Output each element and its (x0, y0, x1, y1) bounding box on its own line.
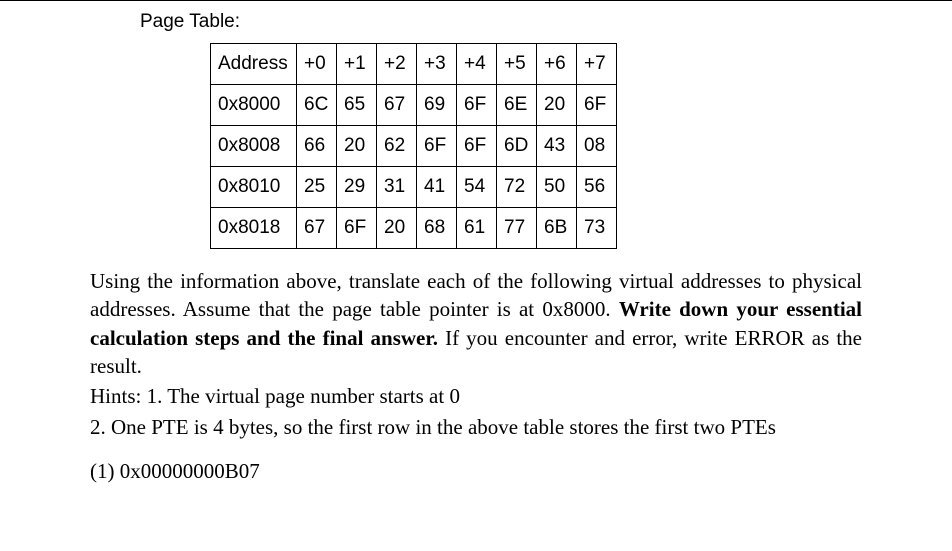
data-cell: 67 (377, 85, 417, 126)
data-cell: 56 (577, 167, 617, 208)
data-cell: 31 (377, 167, 417, 208)
header-cell: +1 (337, 44, 377, 85)
data-cell: 77 (497, 208, 537, 249)
addr-cell: 0x8000 (211, 85, 297, 126)
header-cell: +4 (457, 44, 497, 85)
data-cell: 6F (457, 85, 497, 126)
data-cell: 6F (417, 126, 457, 167)
data-cell: 41 (417, 167, 457, 208)
data-cell: 29 (337, 167, 377, 208)
data-cell: 67 (297, 208, 337, 249)
table-row: 0x8010 25 29 31 41 54 72 50 56 (211, 167, 617, 208)
header-cell: +2 (377, 44, 417, 85)
data-cell: 50 (537, 167, 577, 208)
data-cell: 08 (577, 126, 617, 167)
data-cell: 6E (497, 85, 537, 126)
page-table: Address +0 +1 +2 +3 +4 +5 +6 +7 0x8000 6… (210, 43, 862, 249)
table-header-row: Address +0 +1 +2 +3 +4 +5 +6 +7 (211, 44, 617, 85)
instruction-paragraph: Using the information above, translate e… (90, 267, 862, 380)
header-cell: +3 (417, 44, 457, 85)
question-1: (1) 0x00000000B07 (90, 459, 862, 484)
data-cell: 6F (577, 85, 617, 126)
data-cell: 20 (537, 85, 577, 126)
data-cell: 69 (417, 85, 457, 126)
addr-cell: 0x8010 (211, 167, 297, 208)
hint-line-2: 2. One PTE is 4 bytes, so the first row … (90, 413, 862, 441)
hint-line-1: Hints: 1. The virtual page number starts… (90, 382, 862, 410)
data-cell: 66 (297, 126, 337, 167)
data-cell: 73 (577, 208, 617, 249)
header-cell: +0 (297, 44, 337, 85)
data-cell: 62 (377, 126, 417, 167)
data-cell: 6B (537, 208, 577, 249)
data-cell: 54 (457, 167, 497, 208)
data-cell: 6C (297, 85, 337, 126)
data-cell: 6D (497, 126, 537, 167)
table-row: 0x8018 67 6F 20 68 61 77 6B 73 (211, 208, 617, 249)
addr-cell: 0x8018 (211, 208, 297, 249)
addr-cell: 0x8008 (211, 126, 297, 167)
data-cell: 20 (337, 126, 377, 167)
data-cell: 68 (417, 208, 457, 249)
table-title: Page Table: (140, 11, 862, 33)
table-row: 0x8008 66 20 62 6F 6F 6D 43 08 (211, 126, 617, 167)
data-cell: 6F (457, 126, 497, 167)
data-cell: 6F (337, 208, 377, 249)
table-row: 0x8000 6C 65 67 69 6F 6E 20 6F (211, 85, 617, 126)
data-cell: 72 (497, 167, 537, 208)
data-cell: 25 (297, 167, 337, 208)
header-cell: +6 (537, 44, 577, 85)
header-cell: +5 (497, 44, 537, 85)
data-cell: 43 (537, 126, 577, 167)
header-cell: Address (211, 44, 297, 85)
data-cell: 61 (457, 208, 497, 249)
data-cell: 65 (337, 85, 377, 126)
header-cell: +7 (577, 44, 617, 85)
data-cell: 20 (377, 208, 417, 249)
